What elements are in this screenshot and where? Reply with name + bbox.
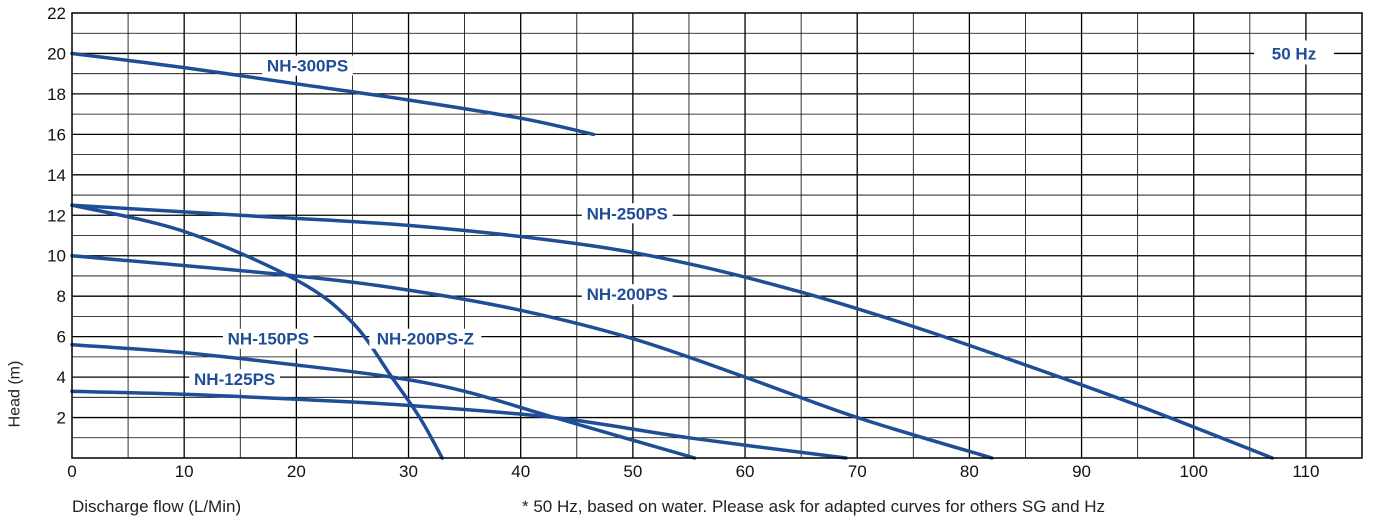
minor-gridlines [72,13,1362,458]
frequency-badge-text: 50 Hz [1272,44,1316,63]
performance-curves [70,51,1275,460]
x-tick-label: 10 [175,462,194,481]
y-tick-label: 10 [47,247,66,266]
x-tick-label: 60 [736,462,755,481]
x-tick-label: 20 [287,462,306,481]
y-tick-label: 8 [57,287,66,306]
series-label-background [189,369,281,390]
curve-nh-150ps [70,342,697,460]
x-tick-label: 100 [1180,462,1208,481]
plot-frame [71,12,1363,459]
y-axis-label: Head (m) [6,360,24,428]
curve-nh-300ps [70,51,596,137]
curve-nh-250ps [70,203,1275,460]
y-tick-label: 6 [57,328,66,347]
x-tick-label: 70 [848,462,867,481]
y-tick-label: 20 [47,44,66,63]
series-label-nh-200ps: NH-200PS [587,285,668,304]
y-tick-label: 4 [57,368,66,387]
series-labels: NH-300PS NH-250PS NH-200PS NH-200PS-Z NH-150… [189,55,673,390]
frequency-badge-background [1254,40,1334,65]
y-tick-label: 18 [47,85,66,104]
x-tick-label: 90 [1072,462,1091,481]
y-tick-label: 12 [47,206,66,225]
x-tick-label: 0 [67,462,76,481]
series-label-nh-250ps: NH-250PS [587,204,668,223]
curve-nh-200ps-z [70,203,444,460]
y-tick-label: 22 [47,4,66,23]
frequency-badge: 50 Hz [1254,40,1334,65]
tick-labels: 0 10 20 30 40 50 60 70 80 90 100 110 2 4 6 8 10 12 14 16 18 2… [47,4,1319,481]
x-tick-label: 30 [399,462,418,481]
x-tick-label: 40 [511,462,530,481]
x-tick-label: 110 [1292,462,1319,481]
series-label-background [581,203,673,224]
series-label-nh-200ps-z: NH-200PS-Z [377,330,474,349]
x-axis-label: Discharge flow (L/Min) [72,497,242,516]
x-tick-label: 50 [623,462,642,481]
curve-nh-125ps [70,389,848,460]
series-label-background [581,284,673,305]
series-label-nh-300ps: NH-300PS [267,57,348,76]
series-label-nh-150ps: NH-150PS [228,330,309,349]
series-label-background [369,328,482,349]
x-tick-label: 80 [960,462,979,481]
y-tick-label: 14 [47,166,66,185]
series-label-nh-125ps: NH-125PS [194,370,275,389]
footnote: * 50 Hz, based on water. Please ask for … [522,497,1106,516]
y-tick-label: 2 [57,409,66,428]
major-gridlines [72,13,1362,458]
y-tick-label: 16 [47,125,66,144]
series-label-background [262,55,353,76]
series-label-background [222,328,314,349]
